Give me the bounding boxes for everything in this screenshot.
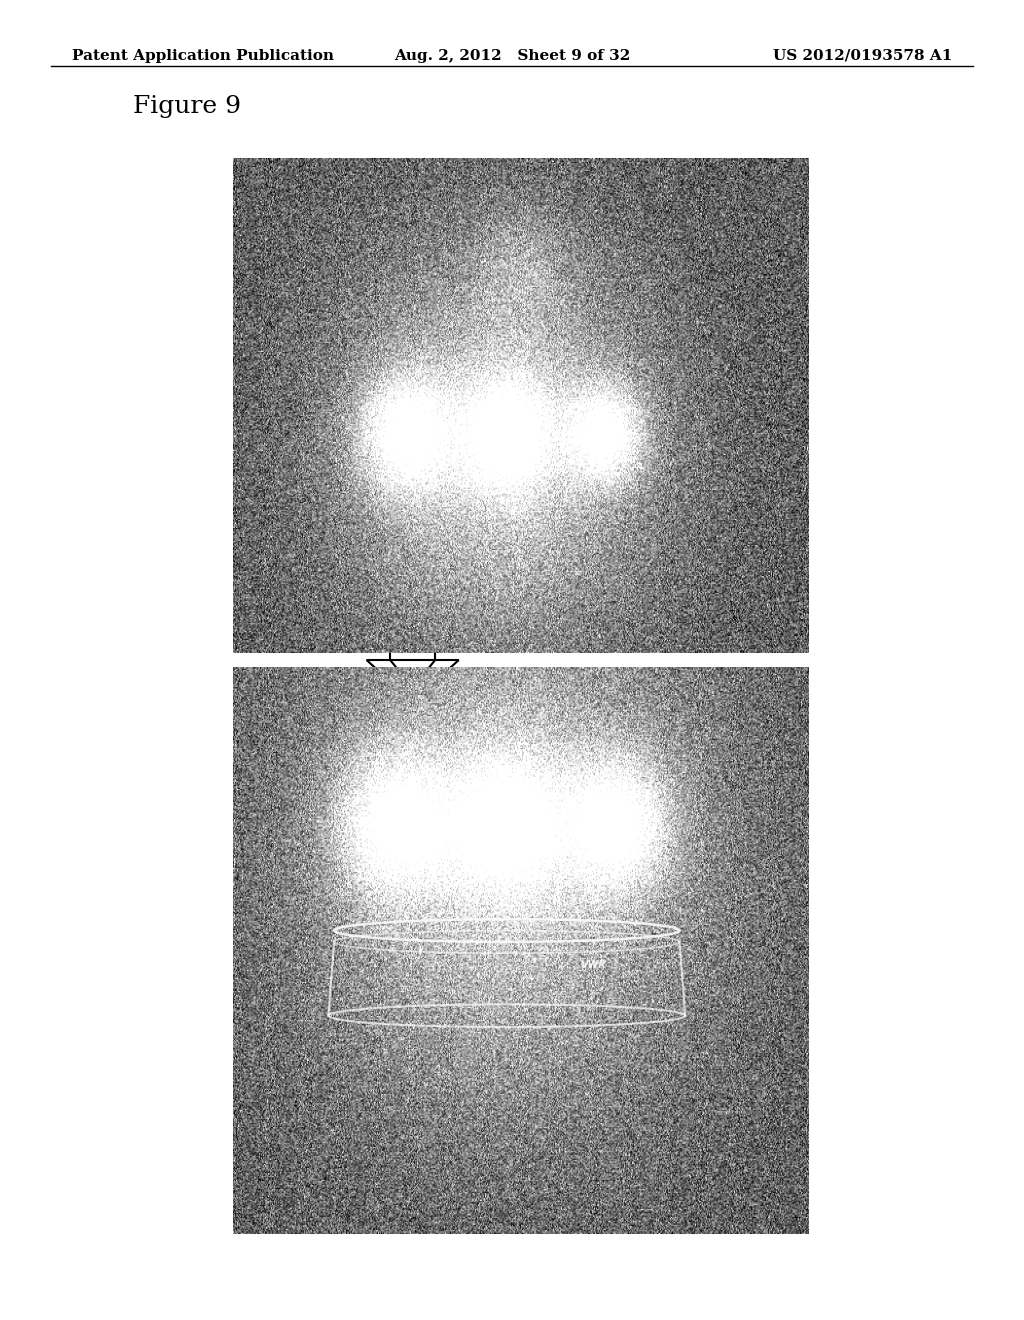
Text: US 2012/0193578 A1: US 2012/0193578 A1 bbox=[773, 49, 952, 63]
Text: Aug. 2, 2012   Sheet 9 of 32: Aug. 2, 2012 Sheet 9 of 32 bbox=[394, 49, 630, 63]
Polygon shape bbox=[367, 660, 459, 702]
Text: Immerse into
salt water: Immerse into salt water bbox=[451, 639, 596, 681]
Text: Patent Application Publication: Patent Application Publication bbox=[72, 49, 334, 63]
Text: VWR: VWR bbox=[581, 960, 606, 970]
Text: Figure 9: Figure 9 bbox=[133, 95, 241, 117]
Polygon shape bbox=[390, 623, 435, 660]
